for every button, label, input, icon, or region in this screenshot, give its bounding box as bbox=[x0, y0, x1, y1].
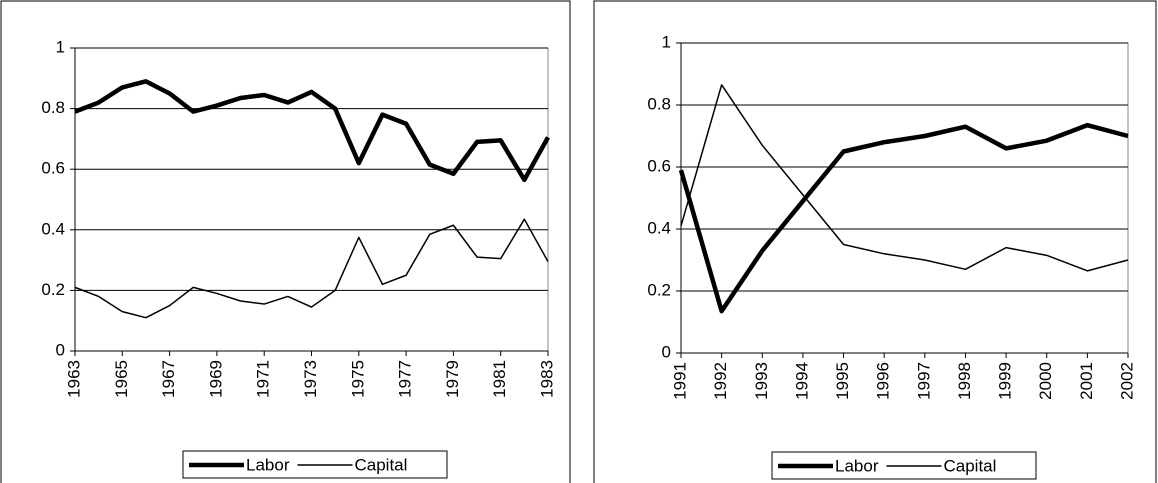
x-tick-label: 1991 bbox=[670, 362, 689, 400]
series-line bbox=[74, 79, 550, 183]
x-tick-label: 1981 bbox=[490, 360, 509, 398]
y-tick-label: 1 bbox=[662, 32, 671, 51]
series-line bbox=[678, 122, 1129, 314]
y-tick-label: 0 bbox=[662, 342, 671, 361]
x-tick-label: 1963 bbox=[64, 360, 83, 398]
x-tick-label: 1994 bbox=[792, 362, 811, 400]
plot-area bbox=[680, 42, 1129, 354]
x-tick-label: 1995 bbox=[833, 362, 852, 400]
y-tick-label: 0.4 bbox=[647, 218, 671, 237]
y-tick-label: 0.6 bbox=[41, 159, 65, 178]
x-tick-label: 1993 bbox=[752, 362, 771, 400]
y-tick-label: 0.2 bbox=[647, 280, 671, 299]
x-tick-label: 1977 bbox=[396, 360, 415, 398]
legend-label: Capital bbox=[943, 456, 996, 475]
x-tick-label: 1965 bbox=[112, 360, 131, 398]
y-tick-label: 0.4 bbox=[41, 219, 65, 238]
series-line bbox=[680, 84, 1129, 272]
legend-label: Labor bbox=[246, 455, 290, 474]
x-tick-label: 1997 bbox=[914, 362, 933, 400]
x-tick-label: 1967 bbox=[159, 360, 178, 398]
x-tick-label: 1992 bbox=[711, 362, 730, 400]
y-tick-label: 1 bbox=[56, 37, 65, 56]
x-tick-label: 1975 bbox=[348, 360, 367, 398]
x-tick-label: 1973 bbox=[301, 360, 320, 398]
x-tick-label: 1996 bbox=[874, 362, 893, 400]
panel-frame bbox=[593, 0, 1157, 483]
x-tick-label: 2000 bbox=[1036, 362, 1055, 400]
x-tick-label: 2001 bbox=[1077, 362, 1096, 400]
y-tick-label: 0.8 bbox=[647, 94, 671, 113]
y-tick-label: 0 bbox=[56, 340, 65, 359]
x-tick-label: 1969 bbox=[206, 360, 225, 398]
y-tick-label: 0.8 bbox=[41, 98, 65, 117]
y-tick-label: 0.6 bbox=[647, 156, 671, 175]
series-line bbox=[74, 218, 549, 319]
x-tick-label: 2002 bbox=[1117, 362, 1136, 400]
x-tick-label: 1998 bbox=[955, 362, 974, 400]
y-tick-label: 0.2 bbox=[41, 280, 65, 299]
x-tick-label: 1999 bbox=[996, 362, 1015, 400]
x-tick-label: 1971 bbox=[254, 360, 273, 398]
panel-frame bbox=[0, 0, 571, 483]
x-tick-label: 1983 bbox=[537, 360, 556, 398]
legend-label: Labor bbox=[835, 456, 879, 475]
legend-label: Capital bbox=[354, 455, 407, 474]
x-tick-label: 1979 bbox=[443, 360, 462, 398]
